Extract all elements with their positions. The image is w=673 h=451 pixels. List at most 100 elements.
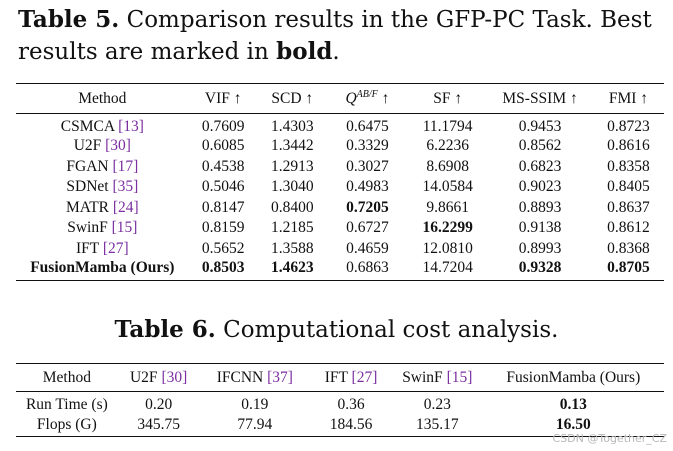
table-row: MATR [24] 0.8147 0.8400 0.7205 9.8661 0.8893 0… xyxy=(16,198,664,219)
method-cell: FGAN [17] xyxy=(16,157,189,178)
citation-link[interactable]: [30] xyxy=(161,368,188,386)
metric-cell: 12.0810 xyxy=(422,239,473,257)
row-label: Flops (G) xyxy=(16,414,118,437)
metric-cell: 0.6085 xyxy=(201,137,245,155)
table-row: CSMCA [13] 0.7609 1.4303 0.6475 11.1794 0.945… xyxy=(16,114,664,137)
col-header-method: Method xyxy=(16,83,189,114)
metric-cell: 0.9023 xyxy=(518,178,562,196)
metric-cell: 1.4303 xyxy=(270,118,314,135)
table-row: SwinF [15] 0.8159 1.2185 0.6727 16.2299 0.913… xyxy=(16,218,664,239)
metric-cell: 0.8562 xyxy=(518,137,562,155)
metric-cell: 1.2185 xyxy=(270,219,314,237)
cost-col-header: U2F [30] xyxy=(117,363,200,392)
metric-cell: 9.8661 xyxy=(426,198,469,216)
metric-cell: 0.9328 xyxy=(487,259,593,281)
metric-cell: 6.2236 xyxy=(426,137,469,155)
cost-col-header: Method xyxy=(16,363,118,392)
col-header-sf: SF ↑ xyxy=(408,83,488,114)
metric-cell: 0.3027 xyxy=(346,157,389,175)
citation-link[interactable]: [30] xyxy=(105,137,131,155)
metric-cell: 0.8368 xyxy=(607,239,650,257)
method-name: CSMCA xyxy=(60,118,115,135)
metric-cell: 14.0584 xyxy=(422,178,473,196)
cost-cell: 184.56 xyxy=(310,414,392,437)
qabf-base: Q xyxy=(345,90,357,108)
table5-caption-text: Comparison results in the GFP-PC Task. B… xyxy=(18,7,652,65)
table6-caption: Table 6. Computational cost analysis. xyxy=(0,314,673,346)
metric-cell: 1.3442 xyxy=(270,137,314,155)
table6-caption-label: Table 6. xyxy=(114,316,216,343)
cost-col-header: SwinF [15] xyxy=(391,363,483,392)
metric-cell: 0.8637 xyxy=(607,198,650,216)
table-row: Flops (G) 345.75 77.94 184.56 135.17 16.50 xyxy=(16,414,664,437)
metric-cell: 0.5652 xyxy=(201,239,245,257)
metric-cell: 0.3329 xyxy=(346,137,389,155)
metric-cell: 0.8993 xyxy=(518,239,562,257)
watermark: CSDN @Together_CZ xyxy=(552,432,667,445)
citation-link[interactable]: [15] xyxy=(111,219,138,237)
metric-cell: 0.9138 xyxy=(518,219,562,237)
metric-cell: 0.9453 xyxy=(518,118,562,135)
method-cell: MATR [24] xyxy=(16,198,189,219)
citation-link[interactable]: [35] xyxy=(112,178,139,196)
method-name: FusionMamba (Ours) xyxy=(30,259,175,276)
cost-col-header-name: U2F xyxy=(129,368,158,386)
citation-link[interactable]: [15] xyxy=(446,368,473,386)
metric-cell: 0.6475 xyxy=(346,118,389,135)
cost-col-header: IFCNN [37] xyxy=(199,363,311,392)
method-name: SwinF xyxy=(67,219,108,237)
metric-cell: 0.7205 xyxy=(346,198,389,216)
method-name: U2F xyxy=(73,137,102,155)
metric-cell: 0.8893 xyxy=(518,198,562,216)
comparison-table-header-row: Method VIF ↑ SCD ↑ QAB/F ↑ SF ↑ MS-SSIM … xyxy=(16,83,664,114)
qabf-superscript: AB/F xyxy=(356,88,378,100)
metric-cell: 0.4983 xyxy=(346,178,389,196)
citation-link[interactable]: [17] xyxy=(112,157,139,175)
metric-cell: 11.1794 xyxy=(422,118,473,135)
row-label: Run Time (s) xyxy=(25,396,108,413)
table-row: SDNet [35] 0.5046 1.3040 0.4983 14.0584 0.902… xyxy=(16,177,664,198)
method-cell: CSMCA [13] xyxy=(16,114,189,137)
method-cell: SDNet [35] xyxy=(16,177,189,198)
metric-cell: 0.4538 xyxy=(201,157,245,175)
table-row: Run Time (s) 0.20 0.19 0.36 0.23 0.13 xyxy=(16,392,664,415)
table5-caption-bold-word: bold xyxy=(276,38,333,65)
metric-cell: 0.6727 xyxy=(346,219,389,237)
method-cell: FusionMamba (Ours) xyxy=(16,259,189,281)
metric-cell: 8.6908 xyxy=(426,157,469,175)
table5-caption-label: Table 5. xyxy=(18,6,120,33)
cost-col-header-name: SwinF xyxy=(402,368,443,386)
metric-cell: 0.8705 xyxy=(592,259,664,281)
method-cell: IFT [27] xyxy=(16,239,189,260)
citation-link[interactable]: [24] xyxy=(112,198,139,216)
col-header-ms-ssim: MS-SSIM ↑ xyxy=(487,83,593,114)
metric-cell: 0.7609 xyxy=(201,118,245,135)
table6-caption-text: Computational cost analysis. xyxy=(215,317,559,343)
cost-col-header-name: IFT xyxy=(324,368,348,386)
metric-cell: 0.8400 xyxy=(270,198,314,216)
citation-link[interactable]: [13] xyxy=(118,118,144,135)
cost-col-header-name: FusionMamba (Ours) xyxy=(506,368,641,386)
metric-cell: 14.7204 xyxy=(408,259,488,281)
citation-link[interactable]: [37] xyxy=(267,368,293,386)
col-header-scd: SCD ↑ xyxy=(257,83,327,114)
metric-cell: 0.5046 xyxy=(201,178,245,196)
col-header-qabf: QAB/F ↑ xyxy=(326,83,409,114)
metric-cell: 1.2913 xyxy=(270,157,314,175)
comparison-table: Method VIF ↑ SCD ↑ QAB/F ↑ SF ↑ MS-SSIM … xyxy=(16,83,664,281)
cost-cell: 345.75 xyxy=(117,414,200,437)
cost-cell: 0.36 xyxy=(337,396,365,413)
cost-cell: 135.17 xyxy=(391,414,483,437)
cost-cell: 0.20 xyxy=(145,396,173,413)
table-row: U2F [30] 0.6085 1.3442 0.3329 6.2236 0.8562 0.… xyxy=(16,136,664,157)
metric-cell: 0.6823 xyxy=(518,157,562,175)
metric-cell: 0.8405 xyxy=(607,178,650,196)
metric-cell: 0.8616 xyxy=(607,137,650,155)
cost-cell: 0.19 xyxy=(241,396,269,413)
metric-cell: 1.4623 xyxy=(257,259,327,281)
metric-cell: 0.8147 xyxy=(201,198,245,216)
citation-link[interactable]: [27] xyxy=(351,368,378,386)
metric-cell: 0.6863 xyxy=(326,259,409,281)
citation-link[interactable]: [27] xyxy=(102,239,129,257)
cost-cell: 16.50 xyxy=(482,414,664,437)
